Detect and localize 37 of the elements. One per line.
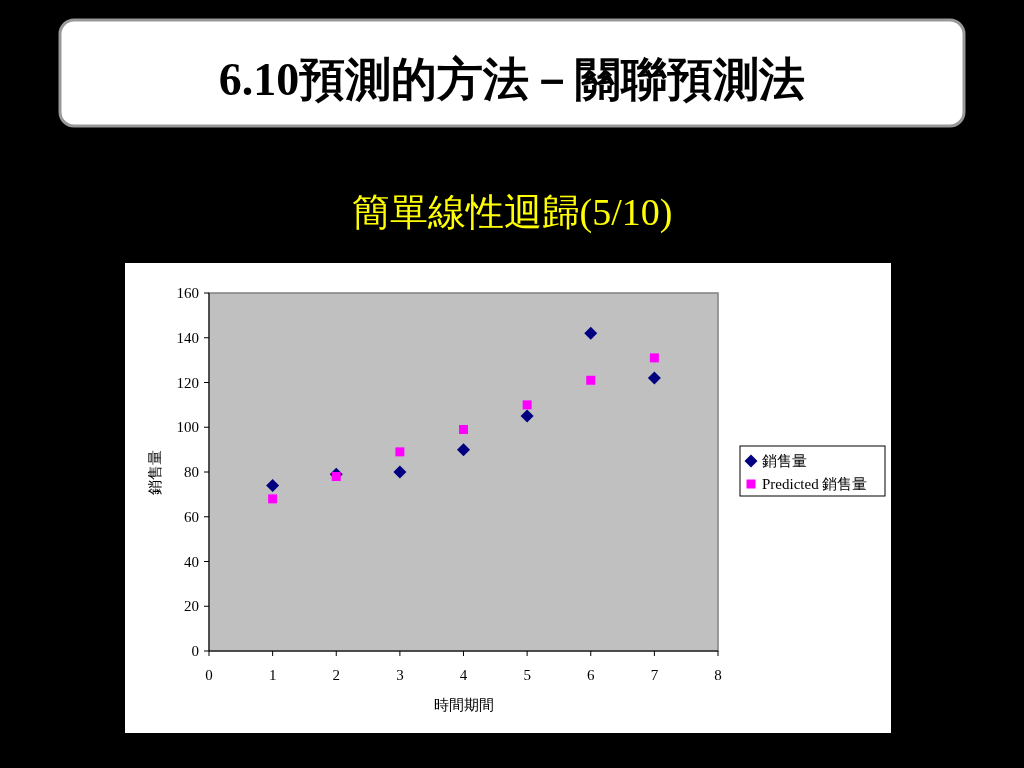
y-tick-label: 60 [184,508,199,525]
point [268,494,278,504]
x-tick-label: 2 [332,667,340,683]
point [647,371,661,385]
point [266,478,280,492]
chart-title: 6.10預測的方法－關聯預測法 [218,54,806,105]
x-tick-label: 7 [650,667,659,683]
legend-label: 銷售量 [762,453,807,469]
y-tick-label: 140 [176,329,199,346]
x-tick-label: 5 [523,667,531,683]
point [393,465,407,479]
x-tick-label: 6 [587,667,595,683]
point [457,443,470,457]
point [520,409,534,423]
chart-subtitle: 簡單線性迴歸(5/10) [351,191,673,234]
point [584,326,598,340]
y-tick-label: 120 [176,374,199,391]
point [459,424,468,434]
x-tick-label: 4 [459,667,468,683]
point [649,353,659,363]
y-tick-label: 20 [184,598,199,615]
point [331,471,341,481]
y-tick-label: 40 [184,553,199,570]
x-tick-label: 3 [396,667,404,683]
y-tick-label: 100 [176,419,199,436]
point [522,400,532,410]
x-tick-label: 1 [268,667,277,683]
y-tick-label: 0 [191,643,199,659]
y-tick-label: 160 [176,285,199,301]
x-axis-title: 時間期間 [433,697,494,713]
legend-label: Predicted 銷售量 [762,476,868,492]
y-tick-label: 80 [184,464,199,480]
point [586,375,596,385]
point [395,447,405,457]
x-tick-label: 8 [714,667,722,683]
x-tick-label: 0 [205,667,213,683]
y-axis-title: 銷售量 [147,449,163,495]
